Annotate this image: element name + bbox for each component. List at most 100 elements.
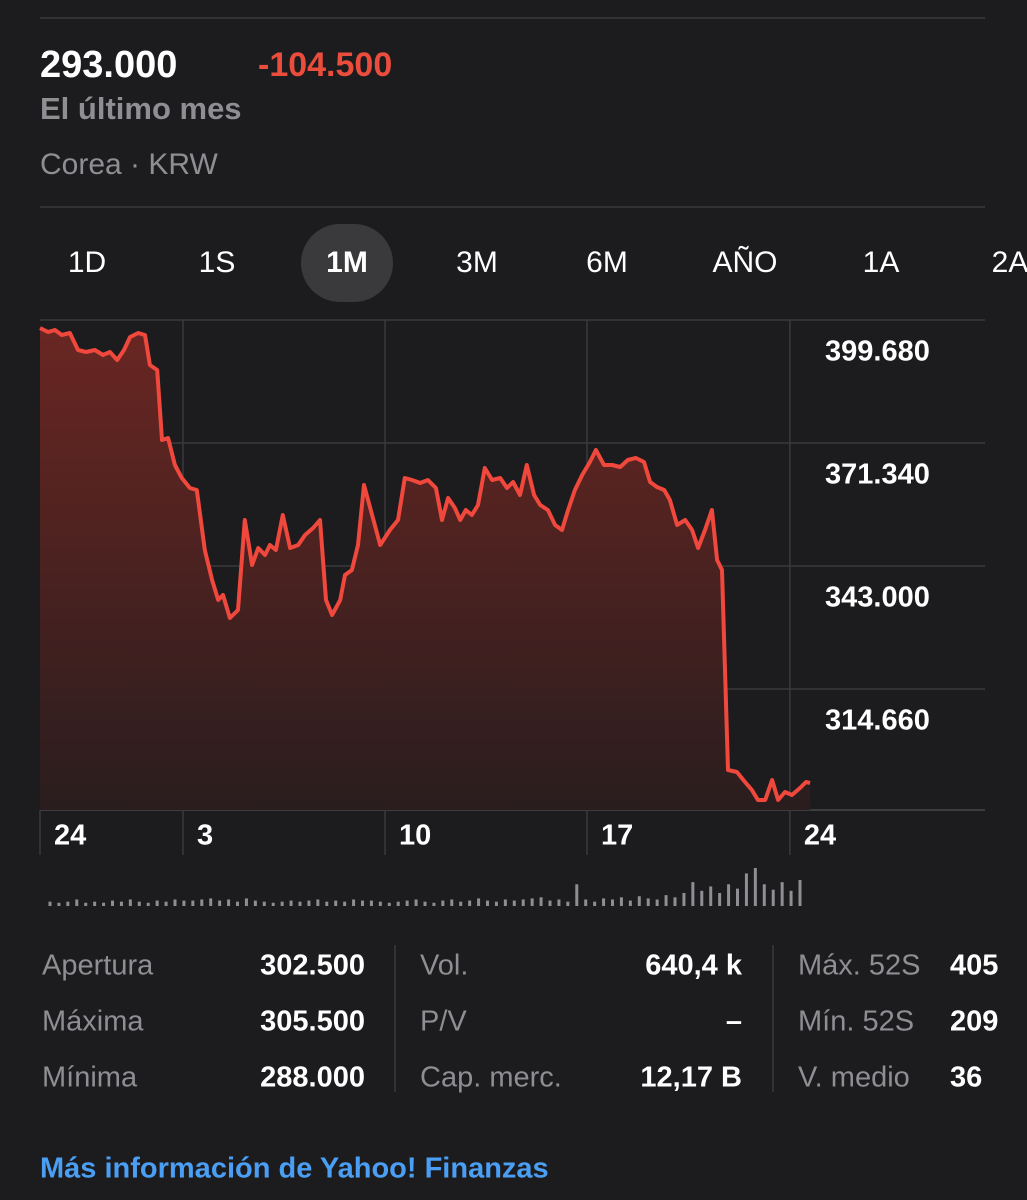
volume-bar [146, 902, 150, 906]
range-button[interactable]: 1D [68, 246, 106, 279]
volume-bar [93, 901, 97, 906]
stat-value: 305.500 [260, 1006, 365, 1038]
volume-bar [191, 900, 195, 906]
x-tick-label: 3 [197, 820, 213, 852]
volume-bar [361, 900, 364, 906]
x-tick-label: 24 [804, 820, 836, 852]
volume-bar [325, 901, 329, 906]
stat-value: 640,4 k [645, 950, 743, 982]
stat-label: Apertura [42, 950, 154, 982]
stat-value: 12,17 B [640, 1062, 742, 1094]
volume-bar [503, 899, 507, 906]
stat-label: Vol. [420, 950, 468, 982]
volume-bar [468, 900, 472, 906]
volume-bar [780, 882, 784, 906]
volume-bar [628, 900, 632, 906]
y-tick-label: 371.340 [825, 459, 930, 491]
stat-value: 209 [950, 1006, 998, 1038]
volume-bar [119, 901, 123, 906]
stat-label: P/V [420, 1006, 467, 1038]
yahoo-link[interactable]: Más información de Yahoo! Finanzas [40, 1153, 549, 1185]
volume-bar [584, 899, 588, 906]
volume-bar [236, 901, 239, 906]
volume-bar [762, 884, 766, 906]
volume-bar [262, 901, 266, 906]
volume-bar [494, 901, 498, 906]
volume-bar [459, 901, 463, 906]
range-button[interactable]: 6M [586, 246, 628, 279]
volume-bar [602, 898, 606, 906]
volume-bar [450, 899, 454, 906]
volume-bar [414, 899, 418, 906]
volume-bar [655, 899, 659, 906]
volume-bar [209, 898, 213, 906]
volume-bar [646, 898, 650, 906]
volume-bar [75, 899, 79, 906]
volume-bar [548, 900, 552, 906]
volume-bar [539, 897, 543, 906]
stat-value: 36 [950, 1062, 982, 1094]
volume-bar [200, 899, 204, 906]
y-tick-label: 399.680 [825, 336, 930, 368]
range-button[interactable]: 1S [199, 246, 236, 279]
volume-bar [700, 890, 704, 906]
volume-bar [280, 901, 284, 906]
stat-label: Cap. merc. [420, 1062, 562, 1094]
volume-bar [227, 899, 231, 906]
range-button[interactable]: 3M [456, 246, 498, 279]
volume-bar [682, 892, 686, 906]
volume-bar [566, 901, 570, 906]
volume-bar [753, 868, 757, 906]
volume-bar [405, 900, 409, 906]
volume-bar [673, 897, 677, 906]
volume-bar [593, 901, 597, 906]
price: 293.000 [40, 44, 177, 86]
volume-bar [378, 901, 382, 906]
volume-bar [343, 901, 347, 906]
volume-bar [423, 901, 427, 906]
y-tick-label: 314.660 [825, 705, 930, 737]
stat-value: 302.500 [260, 950, 365, 982]
range-button[interactable]: 2A [992, 246, 1027, 279]
volume-bar [271, 902, 275, 906]
range-button[interactable]: AÑO [712, 245, 777, 279]
range-button[interactable]: 1M [326, 246, 368, 279]
volume-bar [396, 901, 400, 906]
volume-bar [352, 899, 356, 906]
volume-bar [771, 889, 775, 906]
volume-bar [477, 898, 481, 906]
volume-bar [164, 901, 168, 906]
volume-bar [789, 890, 793, 906]
stat-label: Máxima [42, 1006, 144, 1038]
volume-bar [486, 900, 489, 906]
volume-bar [557, 899, 561, 906]
volume-bar [334, 900, 338, 906]
volume-bar [182, 900, 186, 906]
stat-value: – [726, 1006, 742, 1038]
price-line [39, 326, 811, 802]
volume-bar [736, 888, 739, 906]
volume-bar [575, 884, 579, 906]
volume-bar [369, 900, 373, 906]
volume-bar [709, 886, 713, 906]
volume-bar [718, 892, 722, 906]
volume-bar [619, 897, 623, 906]
y-tick-label: 343.000 [825, 582, 930, 614]
volume-bar [432, 902, 436, 906]
stat-label: Mín. 52S [798, 1006, 914, 1038]
volume-bar [66, 901, 70, 906]
volume-bar [298, 901, 302, 906]
volume-bar [387, 902, 391, 906]
exchange: Corea · KRW [40, 148, 219, 181]
volume-bar [218, 900, 222, 906]
volume-bar [441, 900, 445, 906]
volume-bar [664, 895, 668, 906]
volume-bar [611, 899, 614, 906]
stat-label: Máx. 52S [798, 950, 921, 982]
volume-bar [512, 900, 516, 906]
volume-bar [57, 902, 61, 906]
x-tick-label: 24 [54, 820, 86, 852]
volume-bar [173, 899, 177, 906]
range-button[interactable]: 1A [863, 246, 900, 279]
